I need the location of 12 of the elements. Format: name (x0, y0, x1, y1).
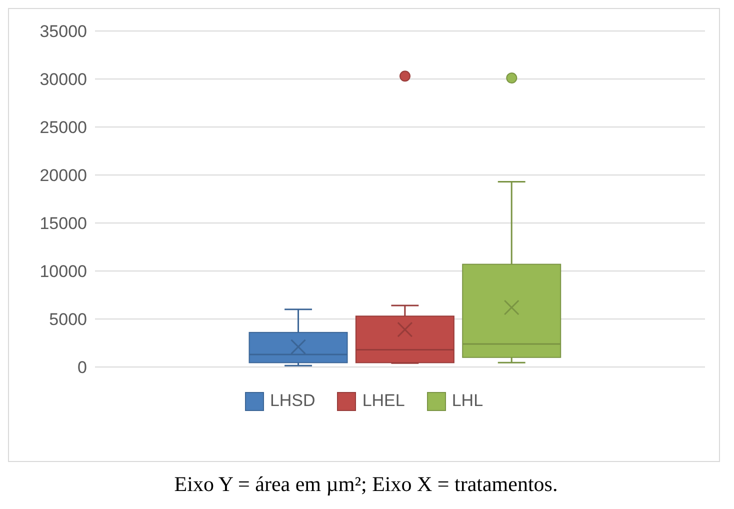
y-tick-label: 10000 (40, 262, 87, 282)
y-tick-label: 35000 (40, 22, 87, 42)
y-tick-label: 0 (78, 358, 87, 378)
y-tick-label: 30000 (40, 70, 87, 90)
y-tick-label: 20000 (40, 166, 87, 186)
legend-label: LHSD (270, 391, 316, 411)
text: Eixo Y = área em µm²; Eixo X = tratamentos. (173, 472, 559, 497)
legend-label: LHEL (362, 391, 405, 411)
legend-label: LHL (452, 391, 484, 411)
y-tick-label: 5000 (49, 310, 87, 330)
y-tick-label: 15000 (40, 214, 87, 234)
y-tick-label: 25000 (40, 118, 87, 138)
